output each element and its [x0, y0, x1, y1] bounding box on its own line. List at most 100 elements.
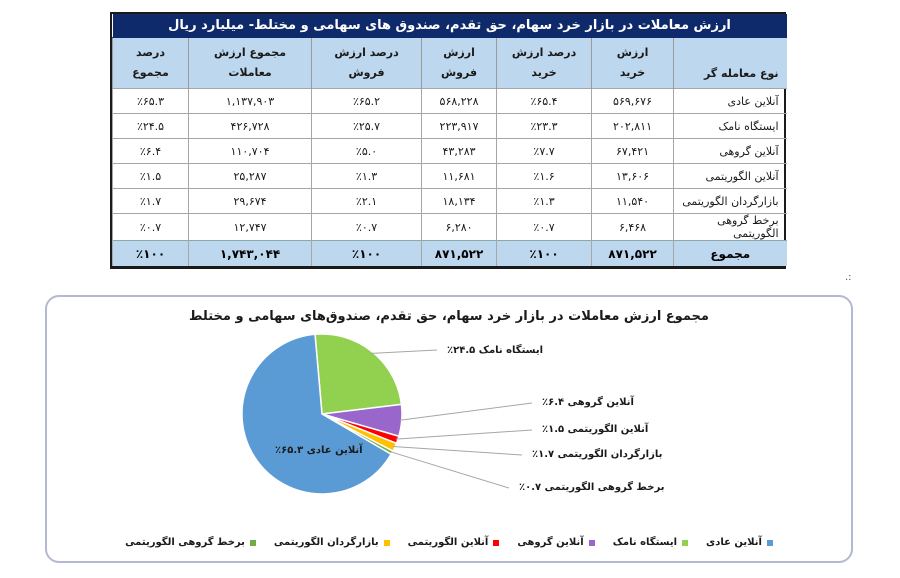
cell-trader-type: ایستگاه نامک [673, 113, 787, 139]
cell-buy-percent: ٪۰.۷ [496, 213, 592, 241]
header-total-value: مجموع ارزش معاملات [188, 37, 312, 89]
cell-total-percent: ٪۲۴.۵ [111, 113, 189, 139]
header-sell-value: ارزش فروش [421, 37, 497, 89]
cell-total-percent: ٪۶.۴ [111, 138, 189, 164]
header-label: درصد ارزش [511, 46, 577, 59]
cell-trader-type: آنلاین گروهی [673, 138, 787, 164]
cell-sell-percent: ٪۱۰۰ [311, 240, 422, 266]
table-total-row: مجموع ۸۷۱,۵۲۲ ٪۱۰۰ ۸۷۱,۵۲۲ ٪۱۰۰ ۱,۷۴۳,۰۴… [111, 240, 787, 266]
table-row: آنلاین عادی ۵۶۹,۶۷۶ ٪۶۵.۴ ۵۶۸,۲۲۸ ٪۶۵.۲ … [111, 88, 787, 114]
table-row: ایستگاه نامک ۲۰۲,۸۱۱ ٪۲۳.۳ ۲۲۳,۹۱۷ ٪۲۵.۷… [111, 113, 787, 139]
cell-sell-percent: ٪۲.۱ [311, 188, 422, 214]
header-label: فروش [348, 66, 385, 79]
legend-swatch-icon [588, 539, 595, 546]
legend-swatch-icon [383, 539, 390, 546]
header-label: فروش [441, 66, 478, 79]
cell-sell-percent: ٪۱.۳ [311, 163, 422, 189]
trade-value-table: ارزش معاملات در بازار خرد سهام، حق تقدم،… [110, 12, 787, 269]
header-buy-value: ارزش خرید [591, 37, 674, 89]
chart-legend: آنلاین عادی ایستگاه نامک آنلاین گروهی آن… [47, 537, 851, 548]
legend-label: ایستگاه نامک [612, 537, 678, 548]
cell-trader-type: بازارگردان الگوریتمی [673, 188, 787, 214]
cell-total-value: ۲۵,۲۸۷ [188, 163, 312, 189]
cell-buy-value: ۲۰۲,۸۱۱ [591, 113, 674, 139]
cell-total-percent: ٪۰.۷ [111, 213, 189, 241]
cell-buy-value: ۵۶۹,۶۷۶ [591, 88, 674, 114]
stray-mark: .: [845, 272, 852, 283]
cell-sell-value: ۴۳,۲۸۳ [421, 138, 497, 164]
table: ارزش معاملات در بازار خرد سهام، حق تقدم،… [111, 14, 787, 266]
legend-item: برخط گروهی الگوریتمی [125, 537, 256, 548]
legend-label: آنلاین عادی [706, 537, 762, 548]
pie-chart-panel: مجموع ارزش معاملات در بازار خرد سهام، حق… [45, 295, 853, 563]
cell-sell-value: ۵۶۸,۲۲۸ [421, 88, 497, 114]
cell-total-label: مجموع [673, 240, 787, 266]
cell-total-percent: ٪۶۵.۳ [111, 88, 189, 114]
cell-sell-value: ۲۲۳,۹۱۷ [421, 113, 497, 139]
header-sell-percent: درصد ارزش فروش [311, 37, 422, 89]
cell-sell-value: ۱۸,۱۳۴ [421, 188, 497, 214]
header-label: ارزش [443, 46, 475, 59]
header-label: درصد [136, 46, 165, 59]
legend-item: بازارگردان الگوریتمی [274, 537, 390, 548]
cell-trader-type: آنلاین عادی [673, 88, 787, 114]
cell-sell-percent: ٪۲۵.۷ [311, 113, 422, 139]
table-header-row: نوع معامله گر ارزش خرید درصد ارزش خرید ارز… [111, 37, 787, 89]
legend-item: ایستگاه نامک [612, 537, 689, 548]
cell-sell-percent: ٪۰.۷ [311, 213, 422, 241]
cell-buy-value: ۱۱,۵۴۰ [591, 188, 674, 214]
header-label: نوع معامله گر [703, 67, 779, 80]
cell-buy-percent: ٪۱.۳ [496, 188, 592, 214]
slice-label-online-group-algorithmic: برخط گروهی الگوریتمی ۰.۷٪ [519, 482, 665, 493]
cell-buy-percent: ٪۶۵.۴ [496, 88, 592, 114]
table-row: آنلاین گروهی ۶۷,۴۲۱ ٪۷.۷ ۴۳,۲۸۳ ٪۵.۰ ۱۱۰… [111, 138, 787, 164]
cell-buy-percent: ٪۲۳.۳ [496, 113, 592, 139]
cell-total-percent: ٪۱.۵ [111, 163, 189, 189]
pie-slice [314, 333, 403, 415]
legend-item: آنلاین گروهی [517, 537, 595, 548]
slice-label-online-regular: آنلاین عادی ۶۵.۳٪ [275, 445, 363, 456]
legend-swatch-icon [493, 539, 500, 546]
cell-total-percent: ٪۱.۷ [111, 188, 189, 214]
header-label: درصد ارزش [334, 46, 399, 59]
leader-line [371, 349, 438, 354]
cell-buy-percent: ٪۷.۷ [496, 138, 592, 164]
cell-trader-type: برخط گروهی الگوریتمی [673, 213, 787, 241]
cell-buy-value: ۶,۴۶۸ [591, 213, 674, 241]
slice-label-online-group: آنلاین گروهی ۶.۴٪ [542, 397, 634, 408]
cell-total-value: ۱,۷۴۳,۰۴۴ [188, 240, 312, 266]
header-label: ارزش [616, 46, 649, 59]
cell-buy-value: ۱۳,۶۰۶ [591, 163, 674, 189]
chart-title: مجموع ارزش معاملات در بازار خرد سهام، حق… [189, 309, 709, 324]
legend-item: آنلاین عادی [706, 537, 773, 548]
cell-total-value: ۲۹,۶۷۴ [188, 188, 312, 214]
leader-line [399, 402, 533, 421]
cell-buy-value: ۶۷,۴۲۱ [591, 138, 674, 164]
cell-total-value: ۱۱۰,۷۰۴ [188, 138, 312, 164]
legend-swatch-icon [766, 539, 773, 546]
table-row: بازارگردان الگوریتمی ۱۱,۵۴۰ ٪۱.۳ ۱۸,۱۳۴ … [111, 188, 787, 214]
cell-total-value: ۱,۱۳۷,۹۰۳ [188, 88, 312, 114]
cell-sell-value: ۶,۲۸۰ [421, 213, 497, 241]
cell-sell-percent: ٪۶۵.۲ [311, 88, 422, 114]
cell-buy-percent: ٪۱.۶ [496, 163, 592, 189]
pie-chart [241, 333, 533, 495]
header-label: مجموع [132, 66, 169, 79]
pie-slice [241, 333, 393, 495]
legend-swatch-icon [682, 539, 689, 546]
cell-sell-value: ۸۷۱,۵۲۲ [421, 240, 497, 266]
cell-total-percent: ٪۱۰۰ [111, 240, 189, 266]
cell-total-value: ۴۲۶,۷۲۸ [188, 113, 312, 139]
legend-label: آنلاین الگوریتمی [407, 537, 489, 548]
legend-label: برخط گروهی الگوریتمی [125, 537, 245, 548]
header-total-percent: درصد مجموع [111, 37, 189, 89]
legend-swatch-icon [249, 539, 256, 546]
slice-label-online-algorithmic: آنلاین الگوریتمی ۱.۵٪ [542, 424, 649, 435]
cell-buy-percent: ٪۱۰۰ [496, 240, 592, 266]
leader-line [392, 445, 523, 456]
cell-buy-value: ۸۷۱,۵۲۲ [591, 240, 674, 266]
table-row: برخط گروهی الگوریتمی ۶,۴۶۸ ٪۰.۷ ۶,۲۸۰ ٪۰… [111, 213, 787, 241]
header-label: معاملات [228, 66, 272, 79]
cell-sell-percent: ٪۵.۰ [311, 138, 422, 164]
header-label: خرید [531, 66, 557, 79]
